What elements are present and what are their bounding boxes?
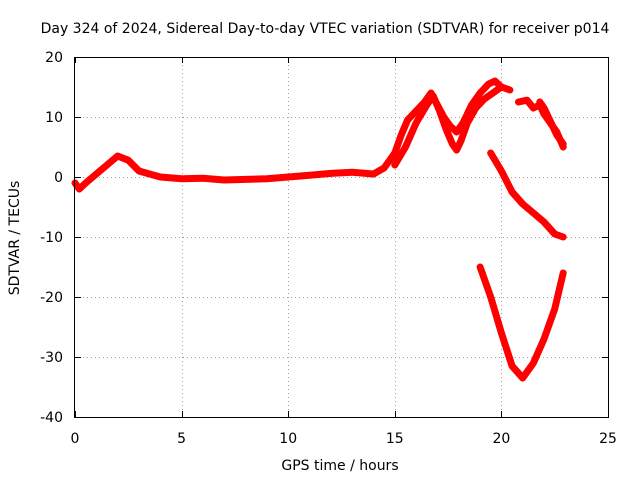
data-point <box>285 173 292 181</box>
data-point <box>476 263 484 271</box>
chart-title: Day 324 of 2024, Sidereal Day-to-day VTE… <box>41 21 610 37</box>
data-point <box>530 359 537 367</box>
data-point <box>487 149 494 157</box>
y-axis-title: SDTVAR / TECUs <box>7 181 23 296</box>
data-point <box>391 149 398 157</box>
data-point <box>530 209 537 217</box>
data-point <box>453 146 460 154</box>
plot-frame <box>74 57 609 418</box>
data-point <box>549 122 556 130</box>
y-tick-label: -30 <box>40 350 63 366</box>
data-point <box>391 161 398 169</box>
data-point <box>476 89 484 97</box>
data-point <box>540 104 548 112</box>
data-point <box>508 188 516 196</box>
data-point <box>551 230 558 238</box>
data-point <box>125 157 132 164</box>
data-point <box>498 83 505 91</box>
data-point <box>472 104 479 112</box>
data-point <box>242 176 249 183</box>
data-point <box>178 175 185 182</box>
data-point <box>560 269 567 277</box>
x-tick-label: 10 <box>279 431 297 447</box>
data-point <box>349 169 356 176</box>
y-tick-label: -10 <box>40 230 63 246</box>
series-line-upper-secondary <box>391 83 514 169</box>
data-point <box>519 374 526 382</box>
data-point <box>498 167 505 175</box>
y-tick-label: 10 <box>45 110 63 126</box>
data-point <box>327 170 334 177</box>
x-tick-label: 0 <box>71 431 80 447</box>
data-point <box>82 179 89 187</box>
data-point <box>540 218 548 226</box>
y-tick-label: -20 <box>40 290 63 306</box>
data-point <box>146 170 153 178</box>
x-axis-title: GPS time / hours <box>281 458 398 474</box>
data-point <box>449 140 456 148</box>
data-point <box>545 113 552 121</box>
x-tick-label: 15 <box>386 431 404 447</box>
y-tick-label: 0 <box>54 170 63 186</box>
data-point <box>464 119 471 127</box>
data-point <box>221 176 228 184</box>
data-point <box>551 305 558 313</box>
data-point <box>536 98 543 106</box>
y-tick-label: 20 <box>45 50 63 66</box>
data-point <box>515 98 522 106</box>
data-point <box>560 233 567 241</box>
data-point <box>263 175 271 182</box>
data-point <box>457 137 465 145</box>
data-point <box>506 86 514 94</box>
x-tick-label: 25 <box>599 431 617 447</box>
data-point <box>93 170 100 178</box>
y-tick-label: -40 <box>40 410 63 426</box>
data-series <box>71 77 567 382</box>
axis-ticks <box>75 57 609 418</box>
data-point <box>481 95 488 103</box>
data-point <box>485 80 492 88</box>
data-point <box>519 200 526 208</box>
data-point <box>453 128 460 136</box>
data-point <box>560 140 567 148</box>
data-point <box>436 107 443 115</box>
data-point <box>523 97 531 104</box>
data-point <box>103 161 111 169</box>
data-point <box>157 173 164 181</box>
data-point <box>540 335 548 343</box>
data-point <box>491 77 499 85</box>
data-point <box>498 329 505 337</box>
data-point <box>199 175 207 182</box>
data-point <box>306 172 313 179</box>
data-point <box>430 92 437 100</box>
data-point <box>114 152 121 160</box>
data-point <box>76 185 83 193</box>
data-point <box>487 293 494 301</box>
x-tick-label: 20 <box>492 431 510 447</box>
data-point <box>423 101 430 109</box>
data-point <box>402 143 409 151</box>
data-point <box>135 167 143 175</box>
data-point <box>380 164 388 172</box>
data-point <box>370 170 377 178</box>
data-point <box>553 131 560 139</box>
data-point <box>404 116 411 124</box>
data-point <box>489 89 497 97</box>
data-point <box>412 119 420 127</box>
data-point <box>530 104 537 112</box>
data-point <box>412 107 420 115</box>
data-point <box>508 362 516 370</box>
x-tick-label: 5 <box>177 431 186 447</box>
data-point <box>398 131 405 139</box>
tick-labels: 0 5 10 15 20 25 -40 -30 -20 -10 0 10 20 <box>40 50 617 447</box>
data-point <box>442 125 450 133</box>
